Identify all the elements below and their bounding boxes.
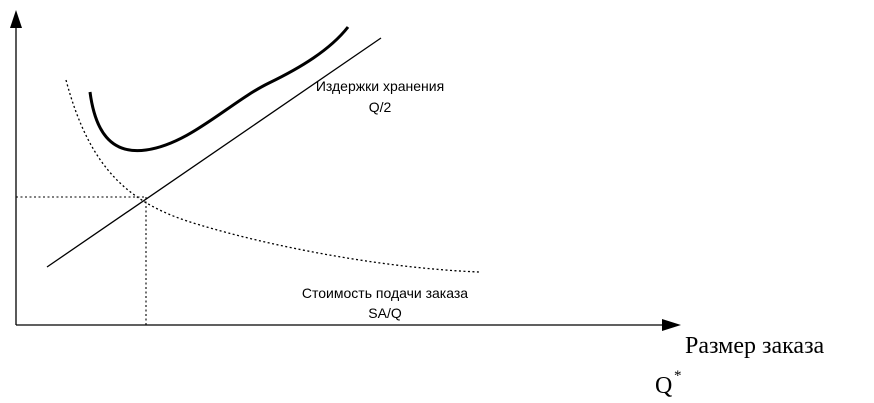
ordering-cost-label: Стоимость подачи заказа — [302, 285, 468, 301]
optimum-order-quantity-superscript: * — [674, 368, 682, 384]
ordering-cost-curve — [65, 79, 480, 273]
ordering-cost-formula: SA/Q — [368, 305, 402, 321]
holding-cost-label: Издержки хранения — [316, 78, 444, 94]
x-axis-arrowhead — [662, 319, 681, 331]
optimum-order-quantity-symbol: Q — [655, 373, 672, 399]
x-axis-title: Размер заказа — [685, 333, 825, 359]
total-cost-curve — [88, 26, 350, 153]
holding-cost-line — [46, 37, 382, 268]
holding-cost-formula: Q/2 — [369, 99, 392, 115]
y-axis-arrowhead — [10, 10, 22, 28]
